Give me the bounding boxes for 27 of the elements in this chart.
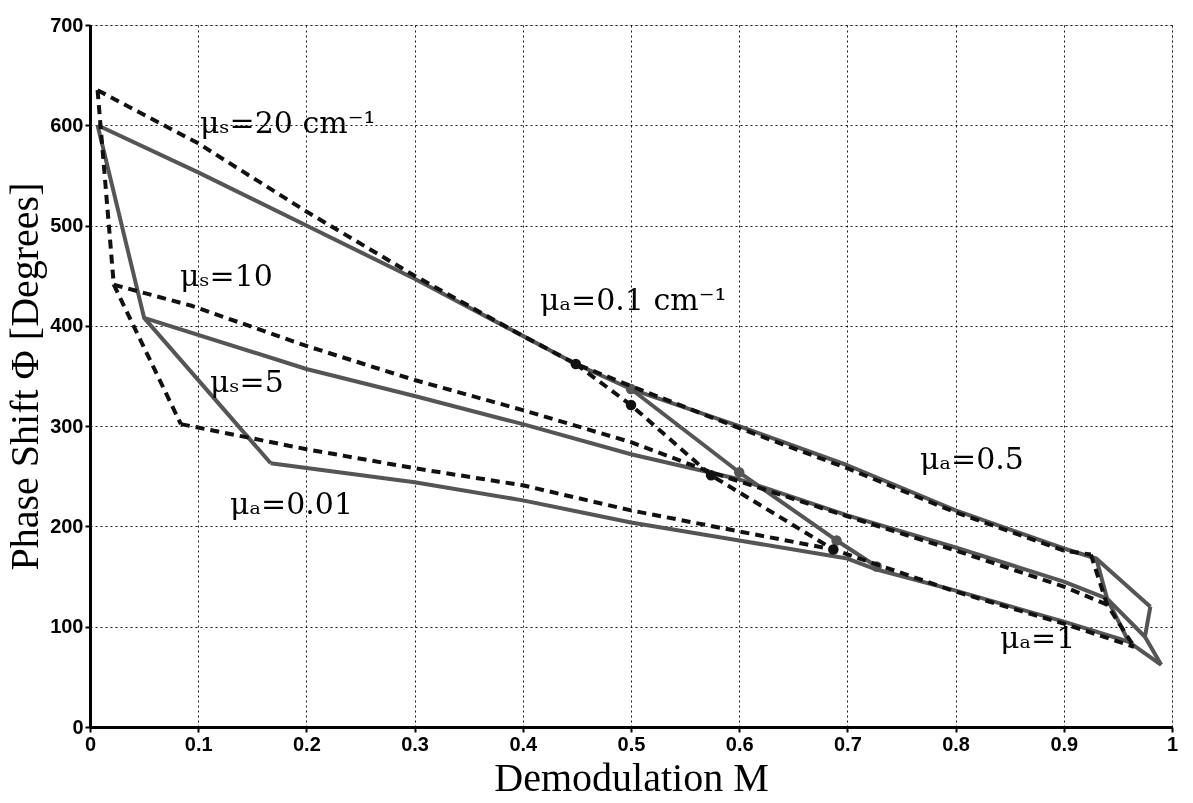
y-tick-label: 0 xyxy=(72,715,84,738)
annotation: μₐ=1 xyxy=(1000,620,1076,656)
annotation: μₐ=0.5 xyxy=(920,441,1024,477)
x-tick-label: 0.9 xyxy=(1050,732,1079,755)
x-tick-label: 0.7 xyxy=(833,732,862,755)
y-tick-label: 300 xyxy=(50,414,84,437)
y-tick-label: 500 xyxy=(50,214,84,237)
x-tick-label: 0.8 xyxy=(942,732,971,755)
x-tick-label: 0.5 xyxy=(617,732,646,755)
x-tick-label: 1 xyxy=(1166,732,1179,755)
x-tick-label: 0.4 xyxy=(509,732,539,755)
y-tick-label: 700 xyxy=(50,13,84,36)
x-tick-label: 0.2 xyxy=(292,732,321,755)
annotation: μₐ=0.01 xyxy=(230,486,354,521)
x-tick-label: 0.1 xyxy=(184,732,213,755)
annotation: μₛ=20 cm⁻¹ xyxy=(200,105,376,141)
y-axis-title: Phase Shift Φ [Degrees] xyxy=(2,182,48,571)
y-tick-label: 200 xyxy=(50,514,84,537)
annotation: μₐ=0.1 cm⁻¹ xyxy=(540,282,727,318)
y-tick-label: 100 xyxy=(50,615,84,638)
x-axis-title: Demodulation M xyxy=(494,754,769,800)
y-tick-label: 600 xyxy=(50,113,84,136)
x-tick-label: 0.3 xyxy=(401,732,430,755)
x-tick-label: 0.6 xyxy=(725,732,754,755)
y-tick-label: 400 xyxy=(50,314,84,337)
annotation: μₛ=5 xyxy=(210,364,284,400)
annotation: μₛ=10 xyxy=(180,257,273,293)
